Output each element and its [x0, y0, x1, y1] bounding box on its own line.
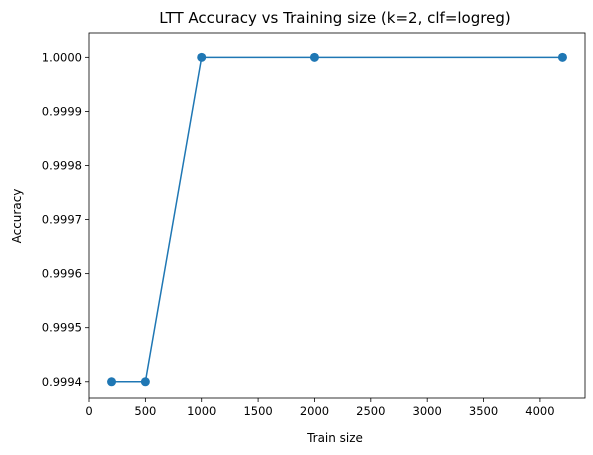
x-tick-label: 4000 — [525, 404, 554, 418]
y-tick-label: 1.0000 — [42, 50, 82, 64]
x-tick-label: 3000 — [413, 404, 442, 418]
data-point — [140, 377, 150, 387]
series-layer — [107, 52, 567, 387]
x-axis-label: Train size — [306, 431, 363, 445]
data-point — [309, 52, 319, 62]
data-point — [197, 52, 207, 62]
series-line — [111, 56, 563, 383]
x-tick-label: 1000 — [187, 404, 216, 418]
plot-frame — [88, 32, 586, 399]
chart-title: LTT Accuracy vs Training size (k=2, clf=… — [159, 9, 510, 27]
x-tick-label: 1500 — [243, 404, 272, 418]
x-tick-label: 2000 — [300, 404, 329, 418]
y-tick-label: 0.9997 — [42, 213, 82, 227]
x-tick-label: 500 — [134, 404, 156, 418]
y-axis-label: Accuracy — [10, 189, 24, 244]
y-tick-label: 0.9994 — [42, 375, 82, 389]
x-tick-label: 3500 — [469, 404, 498, 418]
y-tick-label: 0.9996 — [42, 267, 82, 281]
y-tick-label: 0.9998 — [42, 158, 82, 172]
x-tick-label: 2500 — [356, 404, 385, 418]
data-point — [557, 52, 567, 62]
x-tick-label: 0 — [85, 404, 92, 418]
x-axis: 0 500 1000 1500 2000 2500 3000 3500 4000 — [85, 398, 555, 418]
data-point — [107, 377, 117, 387]
plot-area — [88, 32, 586, 399]
y-axis: 0.9994 0.9995 0.9996 0.9997 0.9998 0.9999 1.00… — [42, 50, 89, 389]
y-tick-label: 0.9999 — [42, 104, 82, 118]
y-tick-label: 0.9995 — [42, 321, 82, 335]
